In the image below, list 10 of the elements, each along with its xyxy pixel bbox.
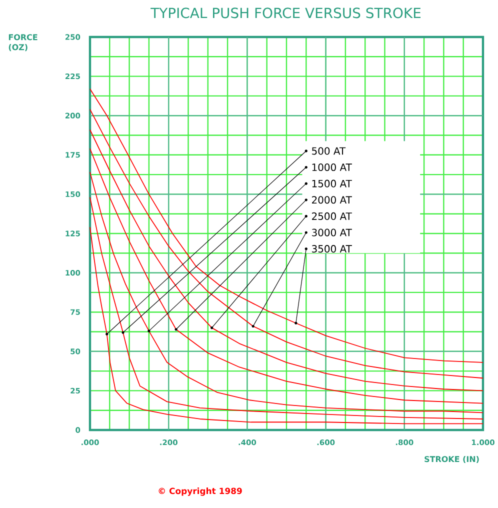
text: © Copyright 1989 xyxy=(158,488,242,496)
legend-label: 3000 AT xyxy=(312,228,352,236)
line-series xyxy=(89,226,484,424)
legend-label: 1500 AT xyxy=(312,180,352,188)
legend-label: 2500 AT xyxy=(312,212,352,220)
legend-label: 500 AT xyxy=(312,147,346,155)
chart-title: TYPICAL PUSH FORCE VERSUS STROKE xyxy=(150,8,420,18)
legend-label: 1000 AT xyxy=(312,164,352,172)
legend-label: 2000 AT xyxy=(312,196,352,204)
legend-label: 3500 AT xyxy=(312,245,352,253)
